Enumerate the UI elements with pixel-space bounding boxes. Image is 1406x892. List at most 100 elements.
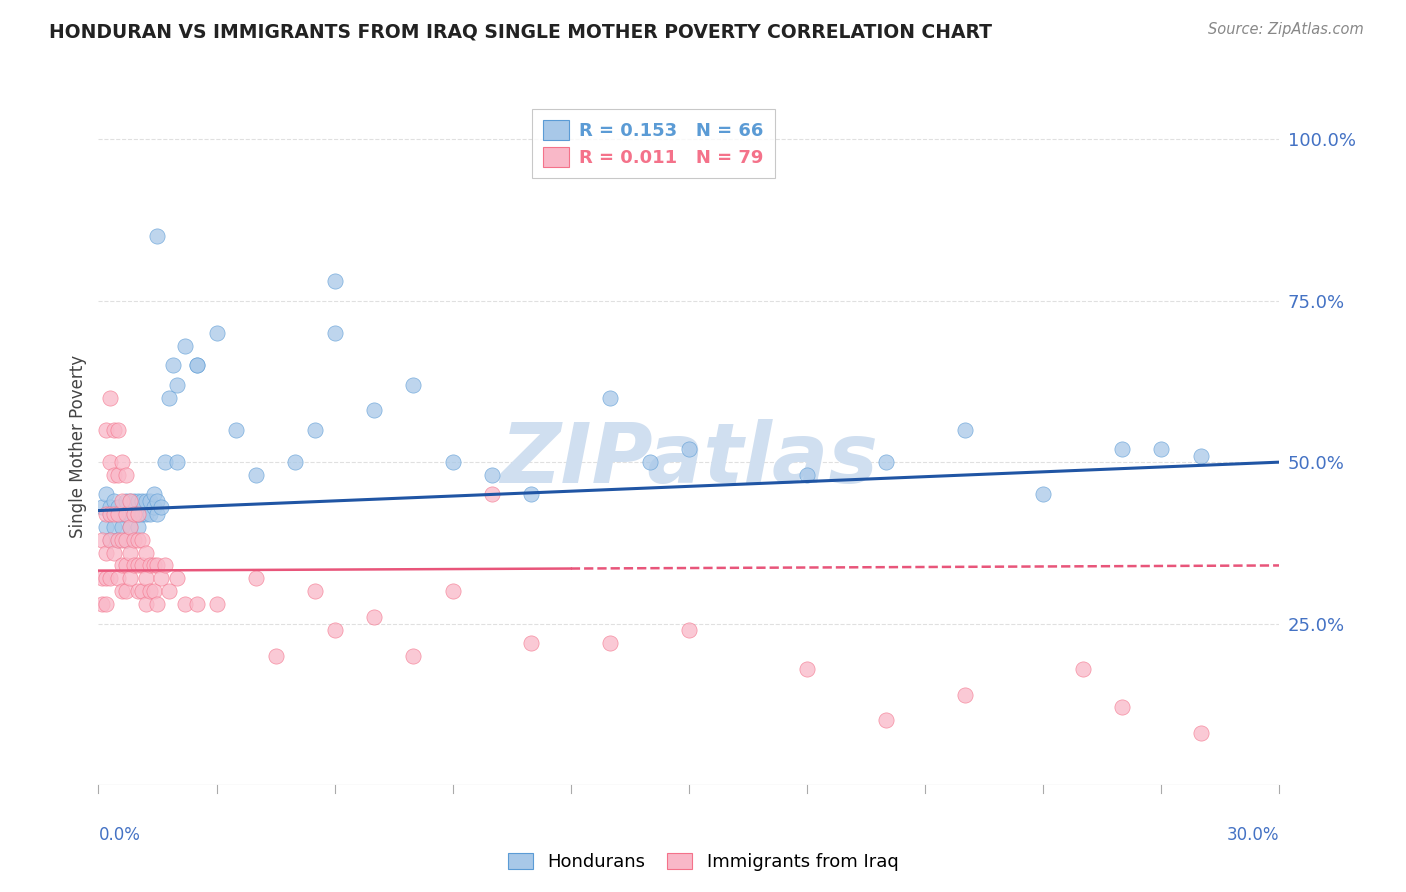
Point: [150, 500, 173, 515]
Point: [107, 500, 129, 515]
Point: [146, 597, 169, 611]
Text: ZIPatlas: ZIPatlas: [501, 419, 877, 500]
Point: [166, 377, 188, 392]
Point: [91, 571, 114, 585]
Point: [245, 468, 267, 483]
Point: [186, 597, 208, 611]
Point: [103, 519, 125, 533]
Point: [118, 494, 141, 508]
Point: [481, 468, 503, 483]
Point: [131, 533, 153, 547]
Point: [103, 468, 125, 483]
Point: [135, 494, 157, 508]
Point: [363, 403, 385, 417]
Point: [138, 494, 160, 508]
Point: [135, 571, 157, 585]
Point: [122, 533, 145, 547]
Point: [111, 507, 134, 521]
Point: [115, 494, 138, 508]
Point: [402, 377, 425, 392]
Point: [138, 584, 160, 599]
Point: [111, 519, 134, 533]
Point: [115, 468, 138, 483]
Point: [107, 533, 129, 547]
Point: [96, 597, 118, 611]
Legend: Hondurans, Immigrants from Iraq: Hondurans, Immigrants from Iraq: [501, 846, 905, 879]
Point: [135, 597, 157, 611]
Point: [323, 274, 346, 288]
Legend: R = 0.153   N = 66, R = 0.011   N = 79: R = 0.153 N = 66, R = 0.011 N = 79: [533, 110, 775, 178]
Point: [225, 423, 247, 437]
Point: [146, 558, 169, 573]
Point: [96, 423, 118, 437]
Point: [323, 326, 346, 340]
Point: [186, 359, 208, 373]
Point: [1111, 700, 1133, 714]
Point: [796, 468, 818, 483]
Point: [127, 507, 149, 521]
Point: [155, 558, 177, 573]
Point: [122, 494, 145, 508]
Point: [98, 507, 121, 521]
Point: [1189, 726, 1212, 740]
Text: HONDURAN VS IMMIGRANTS FROM IRAQ SINGLE MOTHER POVERTY CORRELATION CHART: HONDURAN VS IMMIGRANTS FROM IRAQ SINGLE …: [49, 22, 993, 41]
Point: [875, 714, 897, 728]
Point: [118, 519, 141, 533]
Point: [111, 533, 134, 547]
Point: [363, 610, 385, 624]
Point: [115, 507, 138, 521]
Point: [186, 359, 208, 373]
Point: [599, 391, 621, 405]
Point: [122, 507, 145, 521]
Point: [138, 507, 160, 521]
Point: [1150, 442, 1173, 457]
Point: [111, 584, 134, 599]
Point: [150, 571, 173, 585]
Text: Source: ZipAtlas.com: Source: ZipAtlas.com: [1208, 22, 1364, 37]
Point: [441, 584, 464, 599]
Point: [96, 545, 118, 559]
Point: [111, 558, 134, 573]
Point: [131, 494, 153, 508]
Point: [91, 500, 114, 515]
Point: [304, 584, 326, 599]
Point: [98, 391, 121, 405]
Point: [481, 487, 503, 501]
Point: [127, 584, 149, 599]
Point: [520, 487, 543, 501]
Point: [162, 359, 184, 373]
Point: [131, 507, 153, 521]
Point: [138, 558, 160, 573]
Point: [135, 507, 157, 521]
Point: [98, 571, 121, 585]
Point: [96, 507, 118, 521]
Point: [115, 533, 138, 547]
Point: [103, 423, 125, 437]
Point: [875, 455, 897, 469]
Point: [1071, 662, 1094, 676]
Point: [111, 494, 134, 508]
Point: [115, 533, 138, 547]
Point: [118, 494, 141, 508]
Point: [118, 545, 141, 559]
Point: [118, 571, 141, 585]
Point: [1032, 487, 1054, 501]
Point: [796, 662, 818, 676]
Point: [131, 558, 153, 573]
Point: [118, 519, 141, 533]
Point: [205, 597, 228, 611]
Point: [127, 494, 149, 508]
Point: [205, 326, 228, 340]
Point: [115, 584, 138, 599]
Point: [107, 423, 129, 437]
Point: [174, 597, 197, 611]
Point: [131, 584, 153, 599]
Point: [166, 455, 188, 469]
Point: [142, 584, 165, 599]
Point: [1189, 449, 1212, 463]
Point: [107, 507, 129, 521]
Point: [98, 500, 121, 515]
Point: [107, 468, 129, 483]
Point: [115, 558, 138, 573]
Point: [157, 584, 180, 599]
